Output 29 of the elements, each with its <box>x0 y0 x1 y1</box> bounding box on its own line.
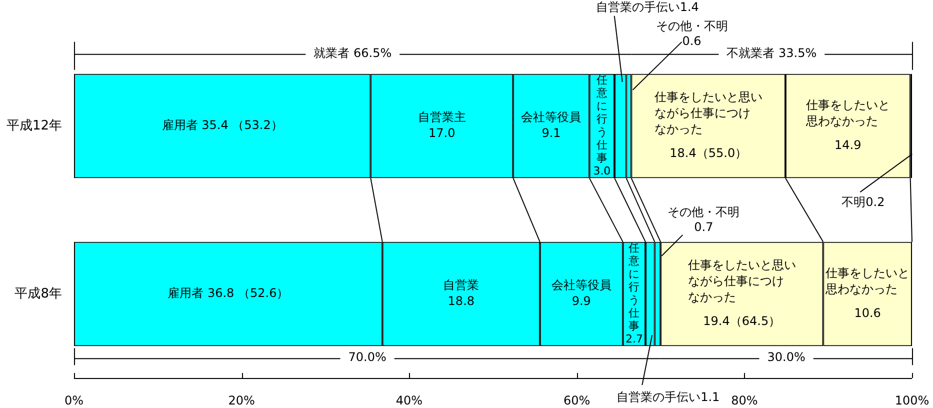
x-tick-label: 60% <box>563 393 590 408</box>
x-tick-label: 100% <box>894 393 930 408</box>
y-tick-label: 平成8年 <box>14 286 62 302</box>
annotation: 70.0% <box>348 350 386 364</box>
x-tick-label: 20% <box>228 393 255 408</box>
annotation: 不就業者 33.5% <box>726 46 817 60</box>
data-label: 雇用者 36.8 （52.6） <box>168 286 289 300</box>
x-tick-label: 80% <box>731 393 758 408</box>
data-label: 任意に行う仕事 2.7 <box>625 241 643 346</box>
annotation: 30.0% <box>767 350 806 364</box>
data-label: 仕事をしたいと思わなかった 10.6 <box>824 266 910 320</box>
data-label: 雇用者 35.4 （53.2） <box>162 118 283 132</box>
data-label: 会社等役員 9.1 <box>521 110 582 140</box>
data-label: 仕事をしたいと思いながら仕事につけなかった 18.4（55.0） <box>653 90 762 160</box>
x-tick-label: 40% <box>396 393 423 408</box>
data-label: 自営業の手伝い1.4 <box>596 0 699 14</box>
annotation: 就業者 66.5% <box>314 46 392 60</box>
y-tick-label: 平成12年 <box>6 118 62 134</box>
data-label: 自営業 18.8 <box>443 278 480 308</box>
data-label: 仕事をしたいと思わなかった 14.9 <box>804 98 890 152</box>
data-label: 不明0.2 <box>842 195 885 210</box>
data-label: その他・不明 0.6 <box>656 19 728 48</box>
x-tick-label: 0% <box>64 393 84 408</box>
data-label: 会社等役員 9.9 <box>551 278 612 308</box>
data-label: 自営業の手伝い1.1 <box>616 390 720 404</box>
data-label: 自営業主 17.0 <box>418 110 466 140</box>
data-label: 任意に行う仕事 3.0 <box>593 73 611 178</box>
data-label: 仕事をしたいと思いながら仕事につけなかった 19.4（64.5） <box>686 258 796 328</box>
data-label: その他・不明 0.7 <box>668 205 740 234</box>
